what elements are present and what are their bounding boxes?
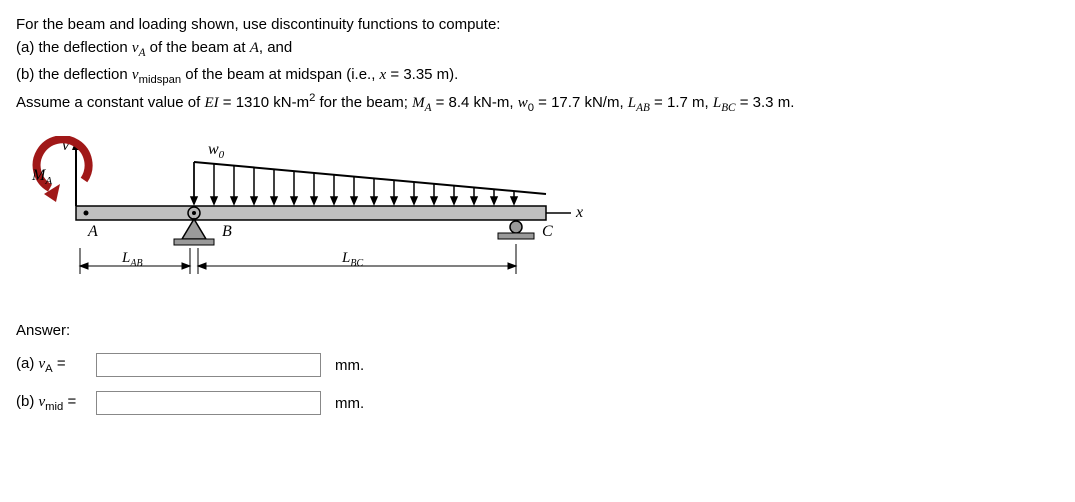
text: Assume a constant value of — [16, 94, 204, 111]
text: = 8.4 kN-m, — [431, 94, 517, 111]
answer-heading: Answer: — [16, 322, 1059, 339]
label-A: A — [87, 223, 98, 240]
var-EI: EI — [204, 95, 218, 111]
text: = 3.35 m). — [386, 66, 458, 83]
var-vmid-sub: midspan — [139, 74, 182, 86]
var-vmid-sub: mid — [45, 401, 63, 413]
answer-row-a: (a) vA = mm. — [16, 353, 1059, 377]
label-B: B — [222, 223, 232, 240]
var-LAB: L — [628, 95, 636, 111]
label-C: C — [542, 223, 553, 240]
page: For the beam and loading shown, use disc… — [0, 0, 1075, 502]
text: = — [53, 355, 66, 372]
text: (b) the deflection — [16, 66, 132, 83]
prompt-line-1: For the beam and loading shown, use disc… — [16, 14, 1059, 35]
beam-end-dot — [84, 211, 89, 216]
text: = 17.7 kN/m, — [534, 94, 628, 111]
prompt-line-2: (a) the deflection vA of the beam at A, … — [16, 37, 1059, 62]
answer-a-label: (a) vA = — [16, 355, 96, 375]
answer-row-b: (b) vmid = mm. — [16, 391, 1059, 415]
text: of the beam at midspan (i.e., — [181, 66, 379, 83]
beam-body — [76, 206, 546, 220]
text: , and — [259, 39, 292, 56]
var-vmid-v: v — [132, 67, 139, 83]
var-LBC-sub: BC — [721, 102, 735, 114]
var-LAB-sub: AB — [636, 102, 650, 114]
var-MA: M — [412, 95, 425, 111]
label-x: x — [575, 204, 583, 221]
text: = 1.7 m, — [650, 94, 713, 111]
var-w0: w — [518, 95, 528, 111]
text: (a) — [16, 355, 39, 372]
roller-support-c — [498, 221, 534, 239]
var-vA-sub: A — [45, 363, 53, 375]
beam-diagram: v MA — [26, 136, 1059, 300]
answer-a-unit: mm. — [335, 357, 364, 374]
text: of the beam at — [145, 39, 249, 56]
beam-svg: v MA — [26, 136, 596, 296]
text: (a) the deflection — [16, 39, 132, 56]
answer-b-unit: mm. — [335, 395, 364, 412]
answer-b-label: (b) vmid = — [16, 393, 96, 413]
text: = — [63, 393, 76, 410]
text: (b) — [16, 393, 39, 410]
text: for the beam; — [315, 94, 412, 111]
point-A: A — [250, 40, 259, 56]
answer-block: Answer: (a) vA = mm. (b) vmid = mm. — [16, 322, 1059, 415]
text: = 1310 kN-m — [219, 94, 309, 111]
distributed-load — [191, 162, 546, 204]
var-vA-v: v — [132, 40, 139, 56]
prompt-line-3: (b) the deflection vmidspan of the beam … — [16, 64, 1059, 89]
answer-a-input[interactable] — [96, 353, 321, 377]
label-w0: w0 — [208, 141, 225, 161]
prompt-line-4: Assume a constant value of EI = 1310 kN-… — [16, 91, 1059, 117]
var-LBC: L — [713, 95, 721, 111]
answer-b-input[interactable] — [96, 391, 321, 415]
text: = 3.3 m. — [736, 94, 795, 111]
